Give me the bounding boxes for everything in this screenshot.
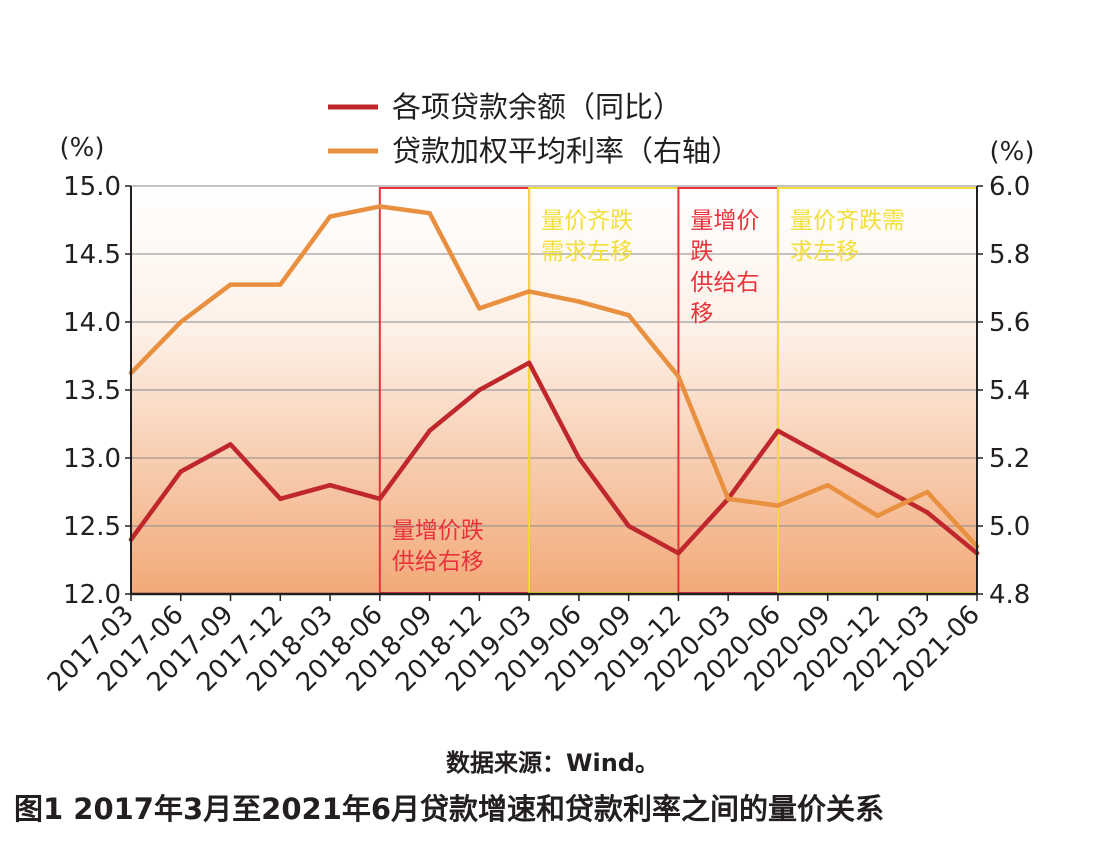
figure-caption: 图1 2017年3月至2021年6月贷款增速和贷款利率之间的量价关系 — [14, 792, 885, 826]
data-point — [576, 299, 582, 304]
gridlines — [131, 185, 977, 527]
y-left-unit: (%) — [60, 133, 105, 163]
data-point — [427, 211, 432, 216]
data-point — [278, 496, 283, 501]
y-right-tick-label: 5.0 — [989, 512, 1030, 542]
y-left-tick-label: 13.5 — [63, 376, 121, 406]
region-label: 供给右移 — [392, 549, 484, 575]
y-left-tick-label: 14.5 — [63, 240, 121, 270]
source-note: 数据来源：Wind。 — [446, 749, 659, 777]
data-point — [377, 496, 383, 501]
legend-label: 各项贷款余额（同比） — [392, 90, 682, 124]
y-left-tick-label: 13.0 — [63, 444, 121, 474]
region-label: 量价齐跌 — [541, 208, 633, 234]
data-point — [626, 523, 631, 529]
data-point — [576, 455, 582, 461]
lending-rate-line — [128, 204, 980, 549]
y-left-tick-label: 14.0 — [63, 308, 121, 338]
y-right-tick-label: 4.8 — [989, 580, 1030, 610]
data-point — [427, 428, 432, 433]
legend-label: 贷款加权平均利率（右轴） — [392, 134, 740, 168]
data-point — [925, 489, 930, 495]
region-label: 求左移 — [790, 239, 859, 265]
data-point — [825, 455, 830, 461]
data-point — [228, 442, 233, 447]
y-right-tick-label: 6.0 — [989, 172, 1030, 202]
region-label: 移 — [690, 301, 713, 327]
region-label: 供给右 — [690, 270, 759, 296]
y-right-tick-label: 5.6 — [989, 308, 1030, 338]
region-label: 跌 — [690, 239, 713, 265]
data-point — [228, 282, 233, 287]
data-point — [327, 483, 333, 488]
data-point — [775, 428, 781, 433]
data-point — [278, 282, 283, 287]
region-label: 量增价 — [690, 208, 759, 234]
y-right-tick-label: 5.4 — [989, 376, 1030, 406]
y-left-tick-label: 12.5 — [63, 512, 121, 542]
data-point — [477, 306, 482, 311]
data-point — [676, 551, 681, 556]
y-left-tick-label: 15.0 — [63, 172, 121, 202]
data-point — [526, 360, 532, 365]
data-point — [178, 469, 183, 474]
y-right-tick-label: 5.2 — [989, 444, 1030, 474]
data-point — [676, 374, 681, 379]
legend: 各项贷款余额（同比） 贷款加权平均利率（右轴） — [328, 90, 740, 168]
data-point — [825, 483, 830, 488]
data-point — [526, 289, 532, 294]
data-point — [626, 313, 631, 318]
data-point — [775, 503, 781, 508]
data-point — [377, 204, 383, 209]
y-right-tick-label: 5.8 — [989, 240, 1030, 270]
data-point — [178, 319, 183, 325]
data-point — [875, 513, 880, 518]
series-lines — [128, 204, 980, 556]
region-label: 需求左移 — [541, 239, 633, 265]
data-point — [477, 387, 482, 393]
data-point — [327, 214, 333, 219]
region-label: 量价齐跌需 — [790, 208, 905, 234]
y-right-unit: (%) — [990, 137, 1035, 167]
y-left-tick-label: 12.0 — [63, 580, 121, 610]
loan-balance-line — [128, 360, 980, 556]
data-point — [875, 483, 880, 488]
region-label: 量增价跌 — [392, 518, 484, 544]
data-point — [925, 510, 930, 515]
data-point — [725, 496, 731, 501]
